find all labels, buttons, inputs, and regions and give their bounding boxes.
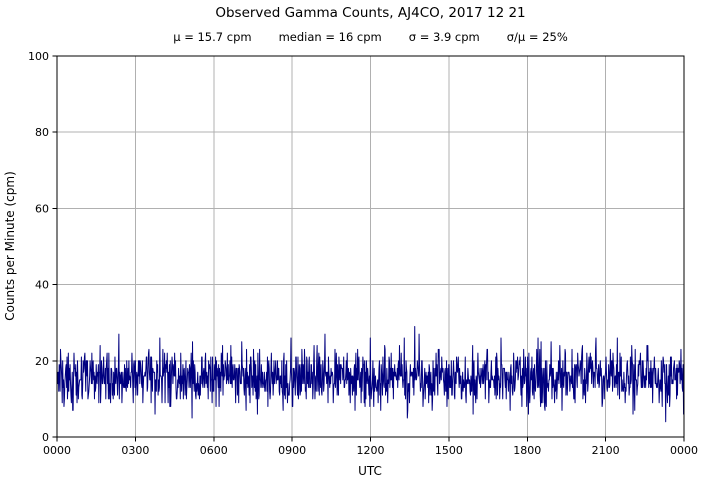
y-tick-label: 80	[35, 126, 49, 139]
y-tick-label: 60	[35, 202, 49, 215]
x-tick-label: 0300	[121, 444, 149, 457]
tick-marks-and-labels: 0000 0300 0600 0900 1200 1500 1800 2100 00000204…	[28, 50, 698, 457]
x-tick-label: 0000	[670, 444, 698, 457]
x-tick-label: 0900	[278, 444, 306, 457]
x-axis-label: UTC	[358, 464, 382, 478]
y-tick-label: 40	[35, 279, 49, 292]
stat-mean: μ = 15.7 cpm	[173, 30, 252, 44]
y-tick-label: 20	[35, 355, 49, 368]
stat-median: median = 16 cpm	[278, 30, 382, 44]
x-tick-label: 1200	[357, 444, 385, 457]
stat-sigma-over-mean: σ/μ = 25%	[506, 30, 568, 44]
x-tick-label: 2100	[592, 444, 620, 457]
gamma-counts-trace	[56, 326, 685, 423]
chart-title: Observed Gamma Counts, AJ4CO, 2017 12 21	[215, 5, 526, 21]
y-tick-label: 100	[28, 50, 49, 63]
y-tick-label: 0	[42, 431, 49, 444]
x-tick-label: 0000	[43, 444, 71, 457]
x-tick-label: 1800	[513, 444, 541, 457]
y-axis-label: Counts per Minute (cpm)	[3, 171, 17, 321]
x-tick-label: 1500	[435, 444, 463, 457]
chart-stats-line: μ = 15.7 cpm median = 16 cpm σ = 3.9 cpm…	[57, 30, 684, 44]
data-series-line	[56, 326, 685, 423]
stat-sigma: σ = 3.9 cpm	[408, 30, 480, 44]
x-tick-label: 0600	[200, 444, 228, 457]
